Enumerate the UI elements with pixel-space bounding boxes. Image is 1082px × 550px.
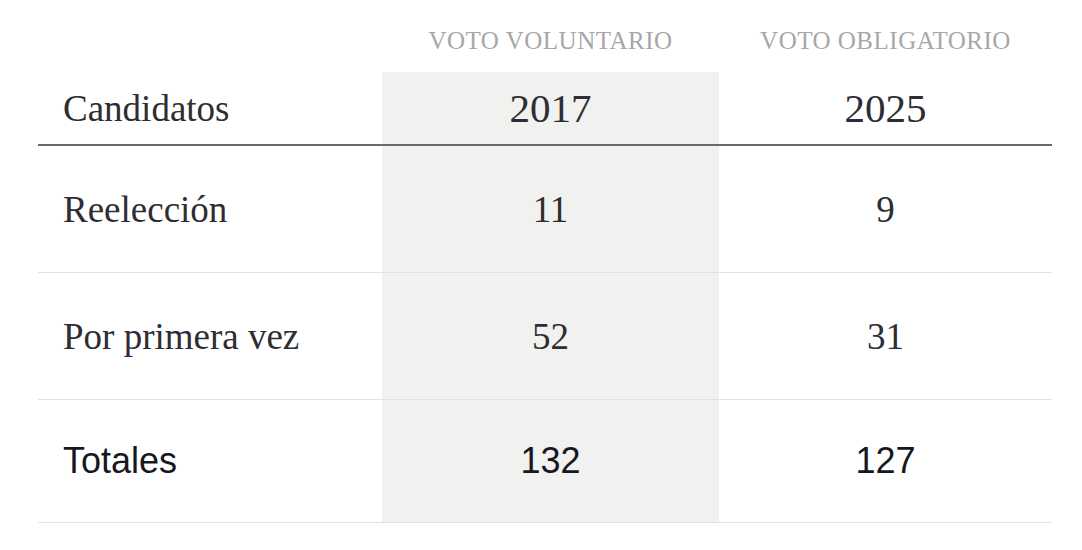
table-row: Por primera vez 52 31 xyxy=(38,273,1052,400)
table-row: Reelección 11 9 xyxy=(38,146,1052,273)
column-header-2017: 2017 xyxy=(382,84,719,132)
row-label: Totales xyxy=(38,440,382,482)
group-header-empty xyxy=(38,31,382,41)
group-header-voluntario: VOTO VOLUNTARIO xyxy=(382,17,719,55)
table: VOTO VOLUNTARIO VOTO OBLIGATORIO Candida… xyxy=(38,0,1052,523)
row-label: Por primera vez xyxy=(38,315,382,358)
row-value-2025: 31 xyxy=(719,315,1052,358)
group-header-row: VOTO VOLUNTARIO VOTO OBLIGATORIO xyxy=(38,0,1052,72)
row-value-2017: 52 xyxy=(382,315,719,358)
group-header-obligatorio: VOTO OBLIGATORIO xyxy=(719,17,1052,55)
row-value-2017: 132 xyxy=(382,440,719,482)
row-value-2017: 11 xyxy=(382,188,719,231)
row-value-2025: 127 xyxy=(719,440,1052,482)
candidates-table: VOTO VOLUNTARIO VOTO OBLIGATORIO Candida… xyxy=(0,0,1082,550)
column-header-row: Candidatos 2017 2025 xyxy=(38,72,1052,146)
column-header-2025: 2025 xyxy=(719,84,1052,132)
row-value-2025: 9 xyxy=(719,188,1052,231)
column-header-candidatos: Candidatos xyxy=(38,87,382,130)
table-row-totals: Totales 132 127 xyxy=(38,400,1052,523)
row-label: Reelección xyxy=(38,188,382,231)
